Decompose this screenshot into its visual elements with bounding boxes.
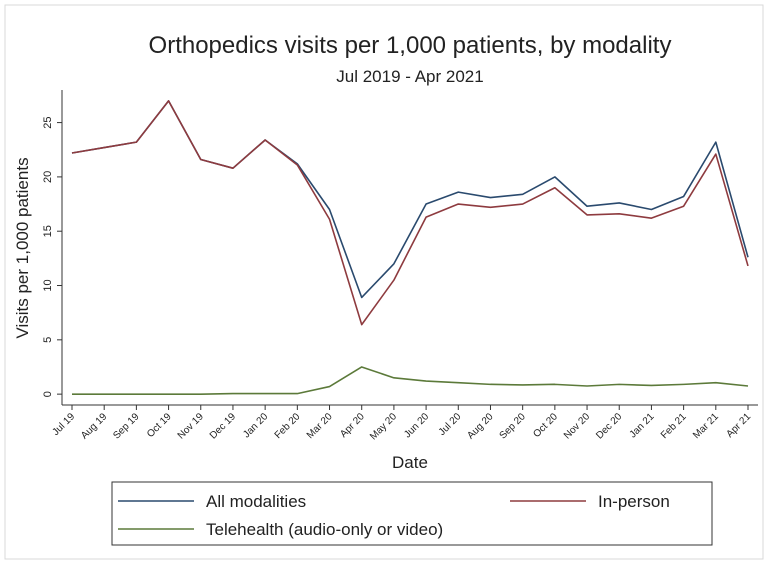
chart-title: Orthopedics visits per 1,000 patients, b… xyxy=(149,32,672,59)
y-tick-label: 20 xyxy=(42,171,54,183)
y-tick-label: 0 xyxy=(42,391,54,397)
legend-label: Telehealth (audio-only or video) xyxy=(206,520,443,539)
legend-label: All modalities xyxy=(206,492,306,511)
legend: All modalities In-person Telehealth (audio… xyxy=(111,481,713,546)
series-line xyxy=(71,100,749,326)
x-axis-title: Date xyxy=(392,453,428,472)
series-line xyxy=(72,366,749,395)
legend-label: In-person xyxy=(598,492,670,511)
y-tick-label: 10 xyxy=(42,279,54,291)
legend-box xyxy=(111,481,713,546)
chart-subtitle: Jul 2019 - Apr 2021 xyxy=(336,67,483,86)
y-tick-label: 15 xyxy=(42,225,54,237)
y-axis-title: Visits per 1,000 patients xyxy=(13,157,32,338)
y-tick-label: 5 xyxy=(42,337,54,343)
y-tick-label: 25 xyxy=(42,116,54,128)
